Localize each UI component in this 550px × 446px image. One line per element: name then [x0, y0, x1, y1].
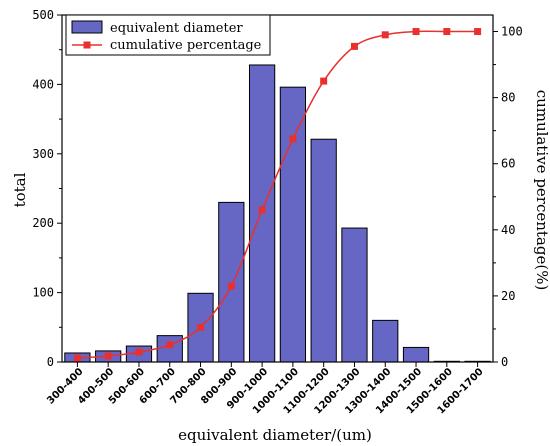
bar-600-700	[156, 335, 183, 363]
axes-layer	[61, 14, 494, 363]
plot-frame	[61, 14, 494, 363]
line-point-500-600	[135, 348, 143, 356]
legend-swatch-marker	[83, 41, 91, 49]
line-point-1000-1100	[289, 135, 297, 143]
line-point-300-400	[73, 354, 81, 362]
bar-1100-1200	[310, 138, 337, 363]
y-tick-label: 300	[32, 147, 54, 161]
bar-1400-1500	[402, 346, 430, 363]
y2-tick-label: 80	[501, 91, 515, 105]
y-tick-label: 200	[32, 216, 54, 230]
y-tick-label: 500	[32, 8, 54, 22]
y2-tick-label: 0	[501, 355, 508, 369]
cumulative-line	[77, 30, 478, 359]
line-point-400-500	[104, 352, 112, 360]
line-point-1400-1500	[412, 28, 420, 36]
bars-layer	[64, 64, 491, 363]
y2-tick-label: 60	[501, 157, 515, 171]
y-tick-label: 100	[32, 286, 54, 300]
bar-900-1000	[248, 64, 276, 363]
y-tick-label: 0	[47, 355, 54, 369]
y2-tick-label: 20	[501, 289, 515, 303]
line-point-800-900	[227, 282, 235, 290]
bar-1000-1100	[279, 86, 307, 363]
legend-label-line: cumulative percentage	[110, 38, 262, 53]
legend: equivalent diameter cumulative percentag…	[65, 14, 271, 56]
y2-tick-label: 100	[501, 25, 523, 39]
bar-800-900	[218, 201, 245, 363]
line-point-1100-1200	[320, 77, 328, 85]
x-axis-title: equivalent diameter/(um)	[178, 426, 372, 444]
line-point-1500-1600	[443, 28, 451, 36]
legend-label-bar: equivalent diameter	[110, 21, 243, 36]
bar-1300-1400	[372, 319, 399, 363]
y2-axis-title: cumulative percentage(%)	[533, 90, 550, 291]
line-point-600-700	[166, 341, 174, 349]
y2-tick-label: 40	[501, 223, 515, 237]
line-point-1200-1300	[350, 42, 358, 50]
line-point-700-800	[197, 323, 205, 331]
line-layer	[73, 28, 482, 362]
line-point-1300-1400	[381, 31, 389, 39]
line-point-900-1000	[258, 206, 266, 214]
line-point-1600-1700	[474, 28, 482, 36]
y-tick-label: 400	[32, 77, 54, 91]
bar-1200-1300	[341, 227, 368, 363]
legend-swatch-bar	[71, 20, 103, 34]
y-axis-title: total	[11, 172, 29, 207]
